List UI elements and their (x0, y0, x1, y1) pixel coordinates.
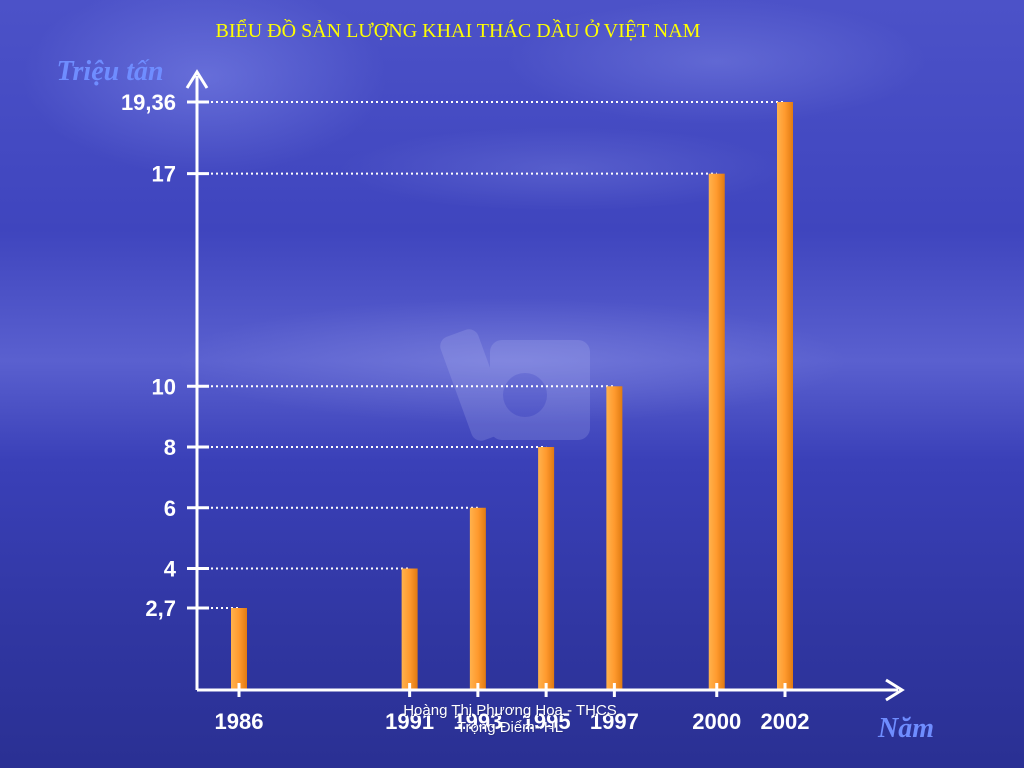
y-axis-arrow-icon (185, 69, 209, 89)
x-tick-label: 2000 (692, 709, 741, 734)
x-tick-labels: 1986 1991 1993 1995 1997 2000 2002 (215, 683, 810, 734)
x-tick-label: 1991 (385, 709, 434, 734)
bar-series (231, 102, 793, 691)
bar-1993 (469, 507, 486, 690)
bar-1986 (231, 607, 247, 690)
y-tick-label: 19,36 (121, 90, 176, 115)
watermark-graphic (440, 329, 590, 441)
y-tick-label: 8 (164, 435, 176, 460)
y-tick-label: 17 (152, 162, 176, 187)
y-tick-label: 6 (164, 496, 176, 521)
x-tick-label: 2002 (761, 709, 810, 734)
footer-line-1: Hoàng Thị Phương Hoa - THCS (403, 702, 617, 719)
y-tick-label: 4 (164, 557, 177, 582)
y-axis-label: Triệu tấn (56, 56, 163, 87)
x-tick-label: 1993 (453, 709, 502, 734)
bar-2002 (777, 102, 793, 690)
bar-1997 (606, 386, 623, 690)
y-tick-label: 2,7 (145, 596, 176, 621)
x-axis-arrow-icon (885, 678, 905, 702)
bar-1995 (538, 447, 555, 690)
x-tick-label: 1986 (215, 709, 264, 734)
bar-1991 (401, 568, 418, 690)
x-tick-label: 1995 (522, 709, 571, 734)
y-tick-labels: 2,7 4 6 8 10 17 19,36 (121, 90, 209, 621)
author-footer: Hoàng Thị Phương Hoa - THCS Trọng Điểm- … (340, 702, 680, 736)
footer-line-2: Trọng Điểm- HL (456, 719, 564, 736)
chart-title: BIỂU ĐỒ SẢN LƯỢNG KHAI THÁC DẦU Ở VIỆT N… (216, 18, 701, 42)
reference-lines (211, 101, 785, 609)
x-axis-label: Năm (877, 713, 934, 744)
y-tick-label: 10 (152, 374, 176, 399)
bar-2000 (708, 173, 725, 691)
x-tick-label: 1997 (590, 709, 639, 734)
